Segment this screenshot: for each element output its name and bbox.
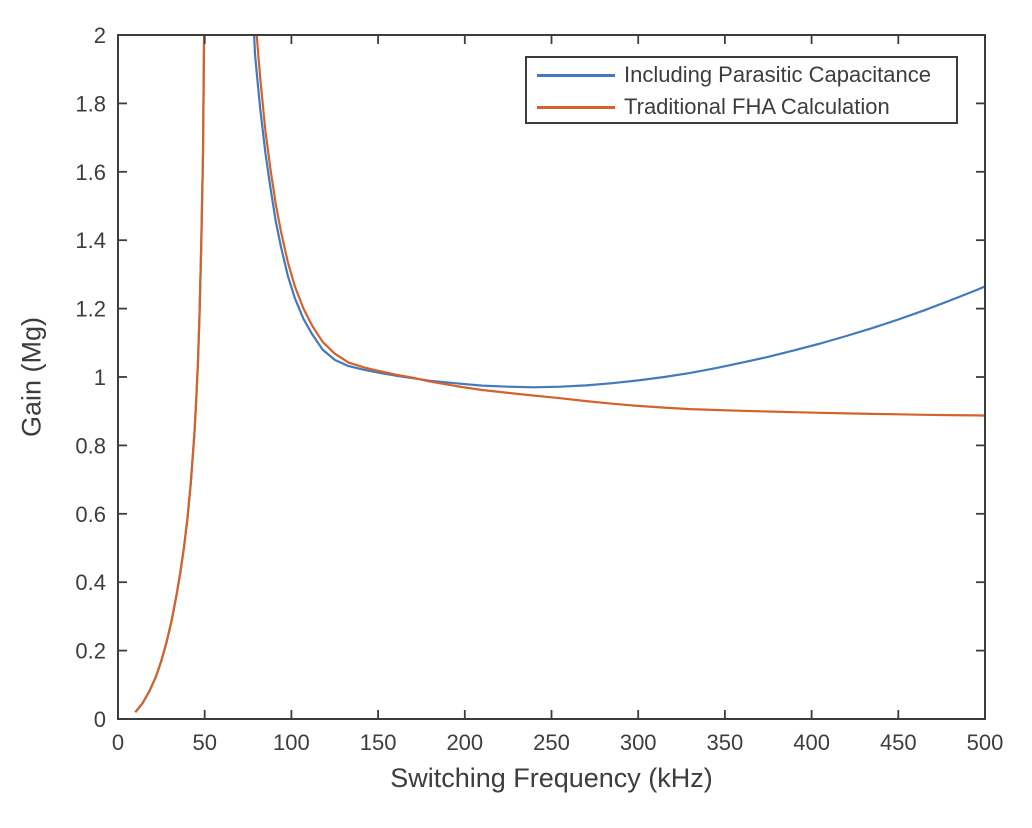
legend-line-fha-icon <box>537 105 615 109</box>
x-tick-label: 0 <box>112 730 124 755</box>
curve-traditional-fha-calculation <box>134 35 985 713</box>
x-tick-label: 150 <box>360 730 397 755</box>
y-tick-label: 1.8 <box>75 91 106 116</box>
x-tick-label: 300 <box>620 730 657 755</box>
y-tick-label: 2 <box>94 23 106 48</box>
x-tick-label: 350 <box>707 730 744 755</box>
x-axis-label: Switching Frequency (kHz) <box>390 763 713 793</box>
legend: Including Parasitic Capacitance Traditio… <box>525 56 958 124</box>
y-tick-label: 0 <box>94 707 106 732</box>
x-tick-label: 250 <box>533 730 570 755</box>
y-tick-label: 0.4 <box>75 570 106 595</box>
y-tick-label: 1.2 <box>75 297 106 322</box>
axes-box <box>117 34 986 720</box>
legend-item: Traditional FHA Calculation <box>527 92 956 122</box>
y-tick-label: 1.6 <box>75 160 106 185</box>
y-axis-label: Gain (Mg) <box>16 316 47 438</box>
x-tick-label: 400 <box>793 730 830 755</box>
y-tick-label: 0.2 <box>75 639 106 664</box>
x-tick-label: 200 <box>446 730 483 755</box>
x-tick-label: 450 <box>880 730 917 755</box>
legend-label-fha: Traditional FHA Calculation <box>624 94 890 119</box>
y-tick-label: 0.8 <box>75 433 106 458</box>
legend-label-parasitic: Including Parasitic Capacitance <box>624 62 931 87</box>
y-tick-label: 1 <box>94 365 106 390</box>
legend-line-parasitic-icon <box>537 73 615 77</box>
x-tick-label: 50 <box>192 730 216 755</box>
x-tick-label: 500 <box>967 730 1004 755</box>
y-tick-label: 1.4 <box>75 228 106 253</box>
y-tick-label: 0.6 <box>75 502 106 527</box>
legend-item: Including Parasitic Capacitance <box>527 60 956 90</box>
x-tick-label: 100 <box>273 730 310 755</box>
